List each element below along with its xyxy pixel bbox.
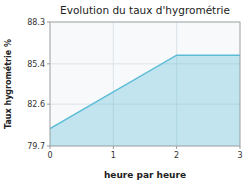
x-tick	[113, 146, 114, 149]
y-tick-label: 79.7	[27, 142, 45, 151]
y-tick	[47, 104, 50, 105]
chart-container: 79.7 82.6 85.4 88.3 0 1 2 3 Evolution du taux d'…	[0, 0, 250, 188]
y-axis-label: Taux hygrométrie %	[3, 39, 13, 129]
x-axis-label: heure par heure	[104, 170, 186, 180]
y-tick	[47, 63, 50, 64]
x-tick	[50, 146, 51, 149]
x-tick	[240, 146, 241, 149]
area-line	[50, 55, 240, 129]
grid	[50, 22, 240, 146]
x-tick	[176, 146, 177, 149]
x-tick-label: 2	[174, 151, 179, 160]
plot-background	[50, 22, 240, 146]
y-tick	[47, 22, 50, 23]
x-tick-label: 1	[111, 151, 116, 160]
chart-title: Evolution du taux d'hygrométrie	[60, 4, 230, 16]
area-fill	[50, 55, 240, 146]
y-tick-label: 85.4	[27, 60, 45, 69]
y-tick-label: 88.3	[27, 18, 45, 27]
x-tick-label: 3	[237, 151, 242, 160]
plot-frame	[50, 22, 240, 146]
y-tick-label: 82.6	[27, 100, 45, 109]
chart: 79.7 82.6 85.4 88.3 0 1 2 3 Evolution du taux d'…	[0, 0, 250, 188]
data-layer	[50, 55, 240, 146]
x-tick-label: 0	[47, 151, 52, 160]
